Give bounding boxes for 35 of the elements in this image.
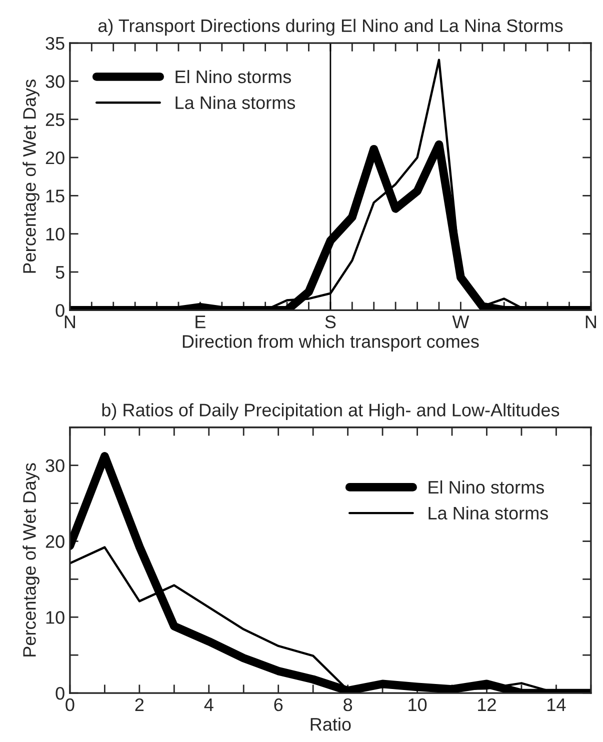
y-tick-label: 5 <box>56 266 64 279</box>
y-tick-label: 20 <box>46 535 64 548</box>
x-tick-label: E <box>196 316 206 328</box>
legend-label: La Nina storms <box>428 506 548 520</box>
x-tick-label: N <box>586 316 596 328</box>
chart-title: a) Transport Directions during El Nino and La Nina Storms <box>98 18 563 36</box>
x-tick-label: 4 <box>204 698 214 711</box>
y-tick-label: 30 <box>46 459 64 472</box>
legend-label: La Nina storms <box>176 96 296 110</box>
y-axis-title: Percentage of Wet Days <box>22 80 40 273</box>
legend-label: El Nino storms <box>176 70 291 84</box>
x-tick-label: 6 <box>274 698 283 712</box>
y-tick-label: 25 <box>46 113 64 126</box>
x-axis-title: Direction from which transport comes <box>182 334 479 352</box>
x-tick-label: 2 <box>135 698 144 711</box>
y-tick-label: 0 <box>56 686 64 700</box>
x-tick-label: N <box>64 316 75 328</box>
chart-title: b) Ratios of Daily Precipitation at High- and Low-Altitudes <box>102 403 560 420</box>
y-tick-label: 35 <box>46 36 64 50</box>
y-tick-label: 30 <box>46 75 64 88</box>
x-tick-label: W <box>452 316 470 328</box>
y-tick-label: 10 <box>46 228 64 241</box>
y-tick-label: 10 <box>46 611 64 624</box>
x-tick-label: 12 <box>478 698 496 711</box>
legend-label: El Nino storms <box>428 480 544 494</box>
x-tick-label: S <box>325 315 336 328</box>
y-tick-label: 0 <box>56 304 64 317</box>
y-tick-label: 20 <box>46 151 64 164</box>
x-axis-title: Ratio <box>310 718 351 731</box>
x-tick-label: 14 <box>548 698 566 711</box>
x-tick-label: 10 <box>408 698 427 712</box>
y-axis-title: Percentage of Wet Days <box>22 463 40 656</box>
x-tick-label: 0 <box>66 698 74 712</box>
y-tick-label: 15 <box>46 190 64 202</box>
x-tick-label: 8 <box>344 698 352 712</box>
